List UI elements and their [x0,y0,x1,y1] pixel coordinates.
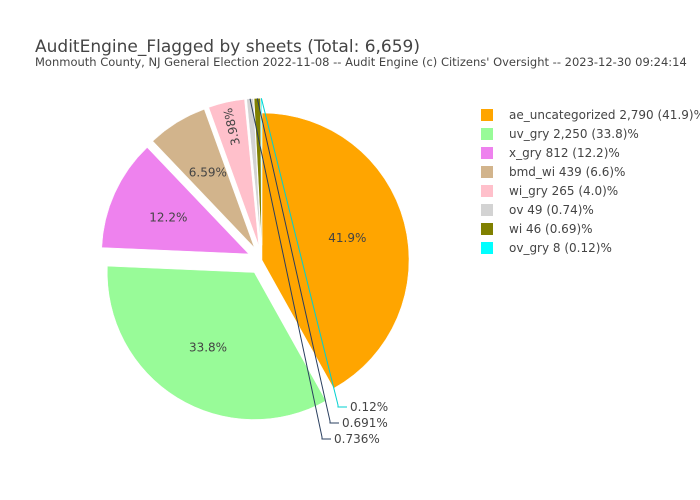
legend-label: wi 46 (0.69)% [509,222,593,236]
legend-swatch [481,128,493,140]
slice-label-bmd-wi: 6.59% [189,166,227,180]
chart-title: AuditEngine_Flagged by sheets (Total: 6,… [35,37,420,57]
legend-item-ov-gry[interactable]: ov_gry 8 (0.12)% [481,241,612,255]
outside-label-ov: 0.736% [334,432,380,446]
legend-label: bmd_wi 439 (6.6)% [509,165,625,179]
leader-line-ov-gry [260,98,347,408]
legend-label: x_gry 812 (12.2)% [509,146,620,160]
pie-slice-wi-gry[interactable] [208,99,260,246]
leader-line-wi [256,98,339,424]
pie-slice-uv-gry[interactable] [107,265,327,420]
legend-item-ov[interactable]: ov 49 (0.74)% [481,203,594,217]
slice-label-uv-gry: 33.8% [189,341,227,355]
pie-slice-wi[interactable] [253,98,262,246]
legend-swatch [481,204,493,216]
legend-item-ae-uncategorized[interactable]: ae_uncategorized 2,790 (41.9)% [481,108,700,122]
outside-label-ov-gry: 0.12% [350,400,388,414]
legend-item-wi[interactable]: wi 46 (0.69)% [481,222,593,236]
pie-slice-ae-uncategorized[interactable] [261,112,410,389]
pie-outside-labels: 0.12% 0.691% 0.736% [249,98,388,446]
legend-item-bmd-wi[interactable]: bmd_wi 439 (6.6)% [481,165,625,179]
legend-item-x-gry[interactable]: x_gry 812 (12.2)% [481,146,620,160]
legend-swatch [481,147,493,159]
pie-slice-bmd-wi[interactable] [152,108,255,248]
legend-label: ov 49 (0.74)% [509,203,594,217]
legend-item-uv-gry[interactable]: uv_gry 2,250 (33.8)% [481,127,639,141]
legend-label: uv_gry 2,250 (33.8)% [509,127,639,141]
outside-label-wi: 0.691% [342,416,388,430]
legend-swatch [481,242,493,254]
legend-label: wi_gry 265 (4.0)% [509,184,618,198]
legend-swatch [481,185,493,197]
slice-label-x-gry: 12.2% [149,210,187,224]
legend-item-wi-gry[interactable]: wi_gry 265 (4.0)% [481,184,618,198]
legend-label: ae_uncategorized 2,790 (41.9)% [509,108,700,122]
pie-slice-ov[interactable] [246,98,262,246]
legend-swatch [481,166,493,178]
chart-subtitle: Monmouth County, NJ General Election 202… [35,55,687,69]
leader-line-ov [249,98,331,440]
pie-slice-x-gry[interactable] [101,147,250,255]
legend-swatch [481,109,493,121]
slice-label-ae-uncategorized: 41.9% [328,231,366,245]
pie-slices [101,98,410,420]
legend-swatch [481,223,493,235]
legend-label: ov_gry 8 (0.12)% [509,241,612,255]
chart-legend[interactable]: ae_uncategorized 2,790 (41.9)% uv_gry 2,2… [481,108,700,255]
